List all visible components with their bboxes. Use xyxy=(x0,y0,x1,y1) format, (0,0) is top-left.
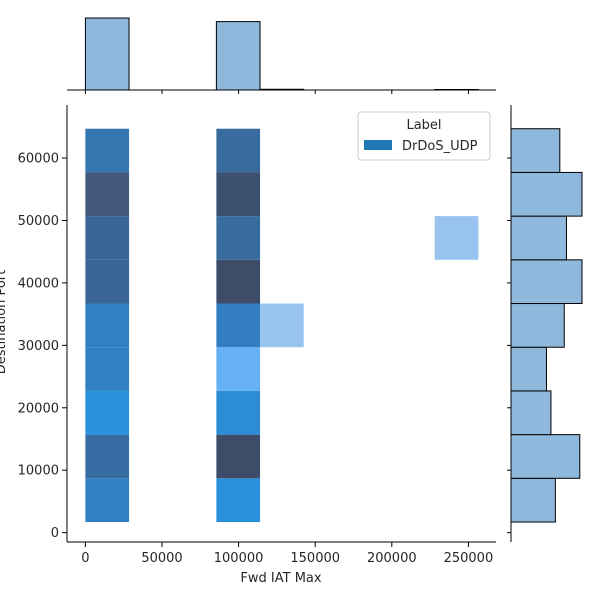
heat-cell xyxy=(85,259,130,304)
legend: Label DrDoS_UDP xyxy=(357,111,491,161)
heat-cell xyxy=(260,303,304,348)
marginal-y-bar xyxy=(510,303,565,348)
x-tick-label: 150000 xyxy=(290,551,340,566)
heat-cell xyxy=(85,172,130,217)
heat-cell xyxy=(85,128,130,173)
y-tick-label: 30000 xyxy=(18,339,59,354)
heat-cell xyxy=(216,128,261,173)
heat-cell xyxy=(85,303,130,348)
x-tick-label: 50000 xyxy=(141,551,182,566)
y-tick-label: 50000 xyxy=(18,214,59,229)
marginal-y-bar xyxy=(510,346,547,392)
x-tick-label: 250000 xyxy=(444,551,494,566)
marginal-y-bar xyxy=(510,477,556,523)
marginal-y-bar xyxy=(510,171,583,217)
x-tick-label: 0 xyxy=(81,551,89,566)
marginal-y-bar xyxy=(510,128,561,173)
main-plot-area xyxy=(66,105,496,543)
heat-cell xyxy=(85,390,130,435)
heat-cell xyxy=(216,303,261,348)
marginal-y-bar xyxy=(510,434,581,479)
heat-cell xyxy=(85,478,130,523)
marginal-x-histogram xyxy=(67,17,496,94)
x-axis-ticks: 0 50000 100000 150000 200000 250000 xyxy=(81,542,493,566)
x-tick-label: 100000 xyxy=(214,551,264,566)
marginal-y-histogram xyxy=(507,105,583,542)
marginal-x-bar xyxy=(259,88,305,91)
marginal-x-bar xyxy=(84,17,130,91)
marginal-x-bar xyxy=(215,21,261,91)
heat-cell xyxy=(216,478,261,523)
y-axis-ticks: 0 10000 20000 30000 40000 50000 60000 xyxy=(18,152,67,541)
y-tick-label: 60000 xyxy=(18,152,59,167)
marginal-y-bar xyxy=(510,390,552,436)
y-tick-label: 20000 xyxy=(18,401,59,416)
marginal-y-bar xyxy=(510,215,567,261)
marginal-x-bar xyxy=(434,88,479,91)
heat-cell xyxy=(216,347,261,391)
heat-cell xyxy=(216,216,261,260)
y-axis-label: Destination Port xyxy=(0,270,9,375)
legend-swatch xyxy=(364,140,392,150)
x-axis-label: Fwd IAT Max xyxy=(240,571,321,586)
y-tick-label: 10000 xyxy=(18,464,59,479)
heat-cell xyxy=(85,216,130,260)
heat-cell xyxy=(216,390,261,435)
heat-cell xyxy=(85,347,130,391)
heat-cell xyxy=(85,434,130,479)
legend-entry-label: DrDoS_UDP xyxy=(402,139,478,154)
marginal-y-bar xyxy=(510,259,583,305)
legend-title: Label xyxy=(406,118,441,133)
heatmap-cells xyxy=(85,128,479,523)
heat-cell xyxy=(216,434,261,479)
x-tick-label: 200000 xyxy=(367,551,417,566)
heat-cell xyxy=(216,259,261,304)
heat-cell xyxy=(216,172,261,217)
y-tick-label: 40000 xyxy=(18,276,59,291)
y-tick-label: 0 xyxy=(51,526,59,541)
heat-cell xyxy=(434,216,479,260)
